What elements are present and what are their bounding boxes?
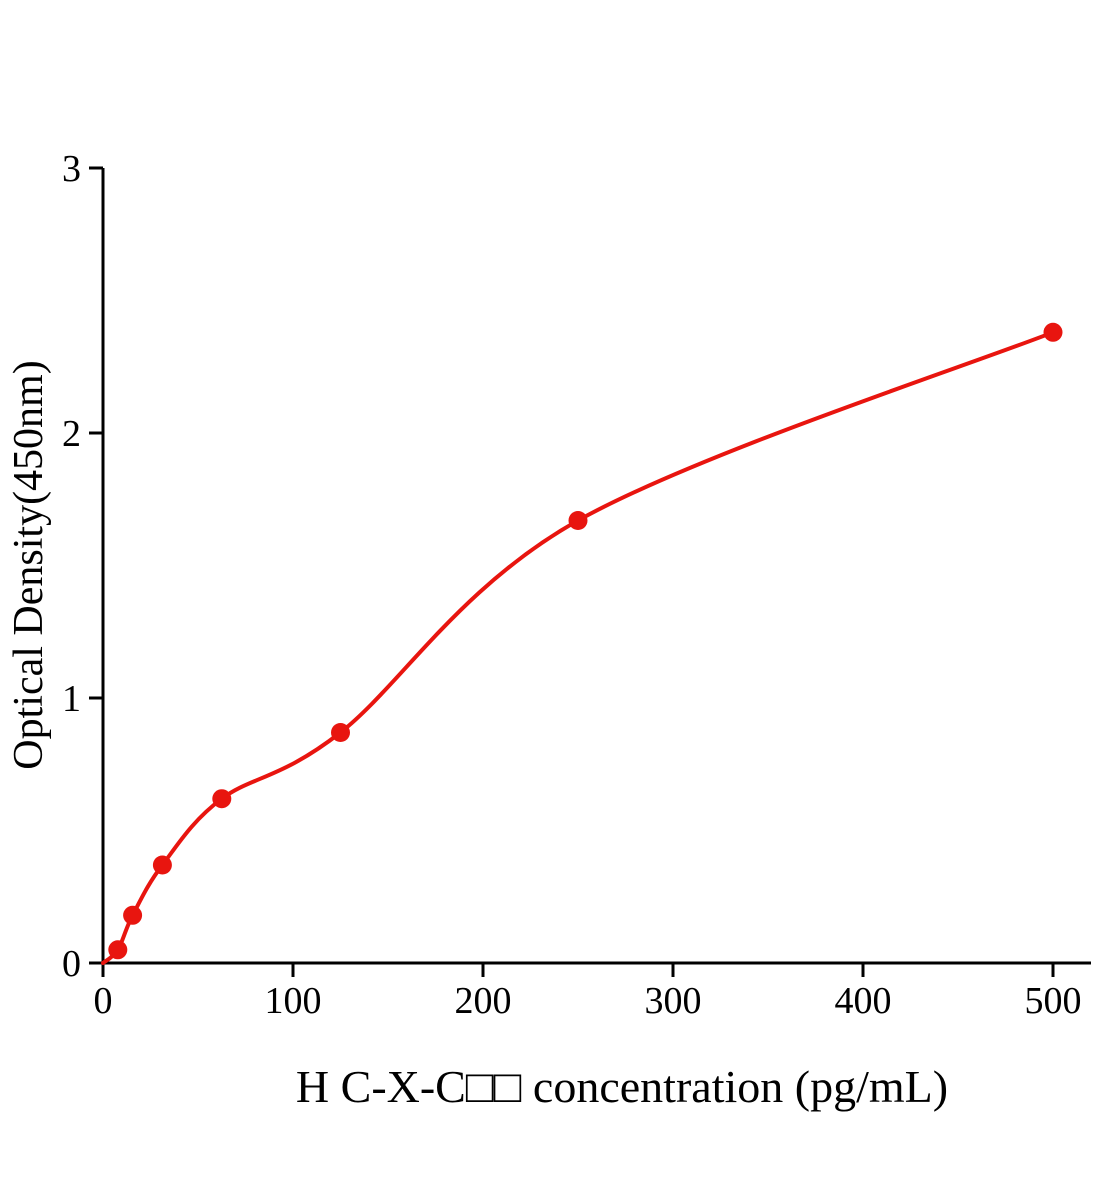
data-point	[212, 789, 232, 809]
y-tick-label: 2	[62, 413, 81, 455]
x-tick-label: 0	[94, 980, 113, 1022]
chart-generated-content: 0 100 200 300 400 500 0 1 2 3	[62, 148, 1091, 1022]
y-tick-label: 1	[62, 678, 81, 720]
standard-curve-line	[101, 330, 1055, 965]
data-point	[152, 855, 172, 875]
data-point	[331, 723, 350, 742]
x-tick-label: 200	[455, 980, 512, 1022]
x-tick-label: 500	[1025, 980, 1082, 1022]
y-axis-title: Optical Density(450nm)	[6, 360, 52, 769]
y-tick-label: 0	[62, 943, 81, 985]
data-point	[1043, 322, 1063, 342]
x-tick-label: 100	[265, 980, 322, 1022]
x-tick-label: 300	[645, 980, 702, 1022]
x-axis-title: H C-X-C□□ concentration (pg/mL)	[296, 1061, 948, 1112]
data-point	[108, 940, 128, 960]
y-tick-label: 3	[62, 148, 81, 190]
data-point	[568, 511, 588, 530]
x-tick-label: 400	[835, 980, 892, 1022]
data-point	[123, 905, 143, 925]
